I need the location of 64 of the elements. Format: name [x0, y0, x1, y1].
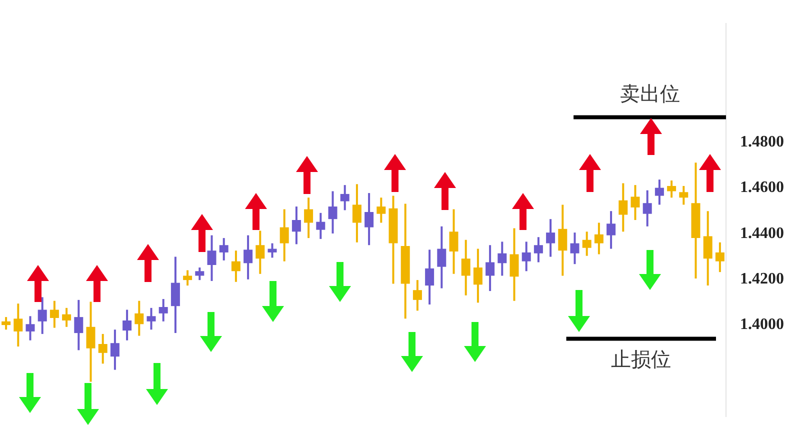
candlestick [38, 296, 47, 335]
candlestick [364, 192, 374, 246]
candlestick [449, 208, 458, 275]
y-tick-label: 1.4800 [740, 133, 784, 150]
candlestick [195, 266, 204, 282]
candlestick [122, 308, 132, 342]
candlestick [74, 298, 84, 352]
candlestick [376, 196, 386, 224]
candlestick [256, 230, 265, 275]
candlestick [473, 248, 482, 304]
candlestick [461, 238, 470, 296]
candlestick [219, 237, 228, 262]
y-tick-label: 1.4400 [740, 224, 784, 242]
candlestick [146, 306, 156, 331]
candlestick [2, 316, 11, 331]
candlestick [328, 190, 338, 234]
candlestick [510, 227, 519, 302]
candlestick [437, 225, 446, 290]
candlestick [50, 300, 59, 329]
candlestick [26, 315, 35, 342]
candlestick [642, 189, 652, 228]
candlestick [679, 184, 688, 206]
candlestick [86, 300, 96, 383]
candlestick [304, 196, 314, 240]
y-tick-label: 1.4200 [740, 270, 784, 288]
candlestick [244, 234, 253, 280]
candlestick [630, 184, 640, 221]
candlestick [134, 300, 144, 337]
candlestick [412, 279, 422, 312]
candlestick [534, 236, 543, 264]
candlestick [340, 184, 350, 212]
candlestick [654, 178, 664, 206]
candlestick [170, 256, 180, 334]
candlestick [522, 240, 531, 272]
candlestick [546, 218, 556, 258]
candlestick [268, 242, 277, 259]
candlestick [231, 250, 240, 283]
candlestick [498, 240, 507, 277]
candlestick [667, 179, 676, 199]
candlestick [352, 183, 362, 244]
candlestick [715, 241, 724, 274]
candlestick [98, 332, 108, 365]
candlestick [110, 328, 120, 371]
ref-line-label: 止损位 [611, 346, 672, 371]
candlestick [703, 210, 712, 287]
candlestick [280, 208, 289, 262]
ref-line-label: 卖出位 [620, 81, 680, 106]
candlestick [558, 204, 568, 277]
candlestick [183, 269, 192, 287]
candlestick [570, 232, 580, 266]
candlestick [486, 244, 495, 292]
candlestick [158, 298, 168, 322]
candlestick [292, 206, 301, 246]
candlestick [594, 222, 604, 256]
y-tick-label: 1.4600 [740, 179, 784, 196]
candlestick [14, 302, 23, 348]
candlestick [606, 210, 616, 250]
candlestick [316, 212, 326, 240]
y-tick-label: 1.4000 [740, 316, 784, 334]
candlestick [62, 306, 72, 328]
candlestick [207, 234, 216, 282]
candlestick [425, 248, 434, 306]
candlestick [582, 230, 592, 257]
candlestick [618, 182, 628, 233]
